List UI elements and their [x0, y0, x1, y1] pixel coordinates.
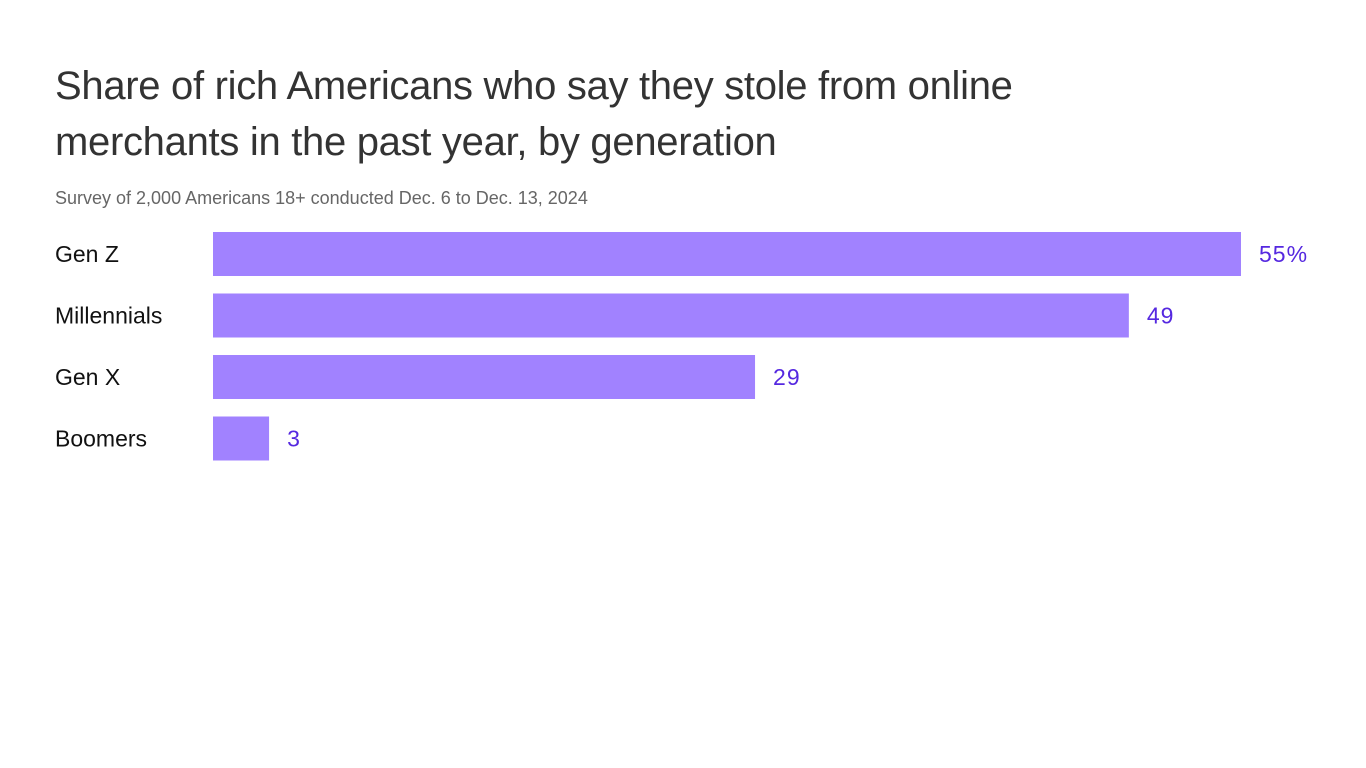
bar — [213, 416, 270, 461]
category-label: Gen X — [55, 364, 120, 390]
bar — [213, 355, 756, 399]
value-label: 49 — [1147, 303, 1175, 329]
category-label: Millennials — [55, 303, 162, 329]
chart-subtitle: Survey of 2,000 Americans 18+ conducted … — [55, 188, 588, 208]
bar — [213, 293, 1129, 338]
chart-title: Share of rich Americans who say they sto… — [55, 64, 1013, 164]
bar — [213, 232, 1241, 276]
value-label: 55% — [1259, 241, 1308, 267]
value-label: 29 — [773, 364, 801, 390]
category-label: Gen Z — [55, 241, 119, 267]
value-label: 3 — [287, 426, 301, 452]
category-label: Boomers — [55, 426, 147, 452]
